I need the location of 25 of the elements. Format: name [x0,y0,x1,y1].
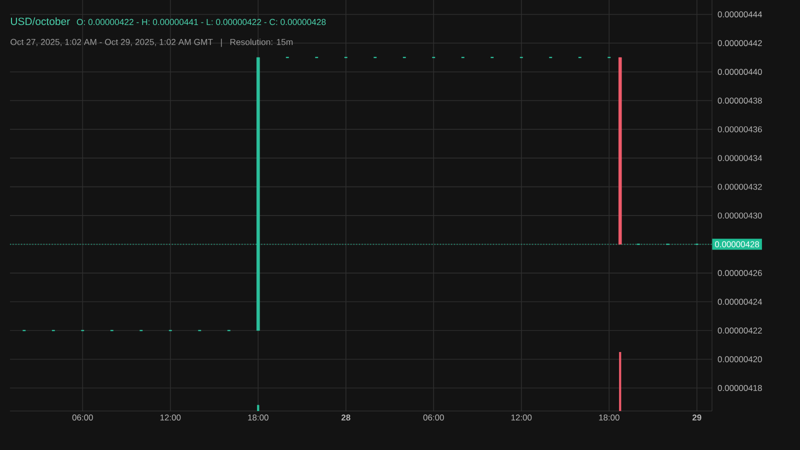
text: USD/october [11,17,70,26]
y-tick-label: 0.00000418 [718,385,762,391]
x-tick-label: 06:00 [423,414,444,421]
text: Oct 27, 2025, 1:02 AM - Oct 29, 2025, 1:02 AM GMT | Resolution: 15m [10,38,293,47]
x-tick-label: 12:00 [160,414,181,421]
x-tick-label: 12:00 [511,414,532,421]
y-tick-label: 0.00000436 [718,126,762,132]
y-tick-label: 0.00000444 [718,11,762,18]
ref-line-label: 0.00000428 [715,241,760,248]
x-tick-label: 18:00 [599,414,620,421]
y-tick-label: 0.00000432 [718,184,762,190]
x-tick-label: 28 [341,414,350,421]
y-tick-label: 0.00000430 [718,212,762,219]
y-tick-label: 0.00000434 [718,155,762,162]
annotation: O: 0.00000422 - H: 0.00000441 - L: 0.00000422 - C: 0.00000428 [76,18,326,26]
x-tick-label: 18:00 [248,414,268,421]
y-tick-label: 0.00000442 [718,40,762,46]
y-tick-label: 0.00000440 [718,68,762,75]
x-tick-label: 06:00 [72,414,93,421]
x-tick-label: 29 [692,414,702,421]
y-tick-label: 0.00000422 [718,328,762,334]
y-tick-label: 0.00000424 [718,298,762,305]
y-tick-label: 0.00000438 [718,98,762,104]
y-tick-label: 0.00000420 [718,356,762,362]
y-tick-label: 0.00000426 [718,270,762,276]
